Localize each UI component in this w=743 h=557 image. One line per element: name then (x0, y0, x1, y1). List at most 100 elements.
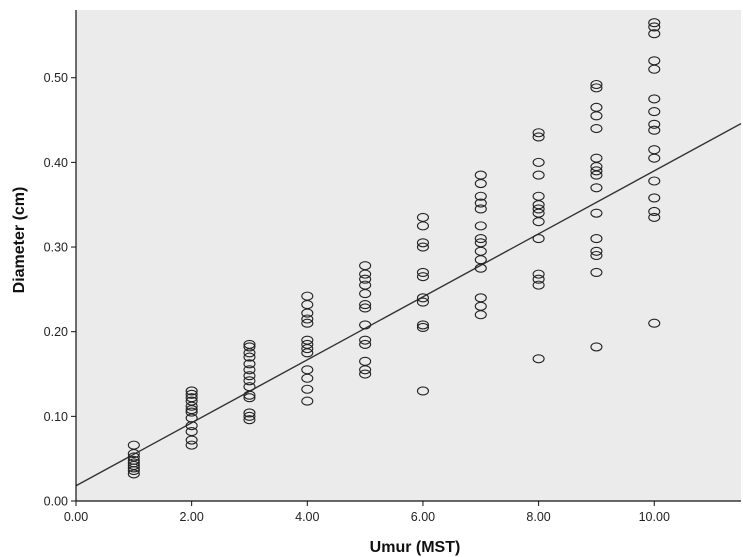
data-point (127, 440, 140, 450)
data-point (532, 170, 545, 180)
regression-line-layer (75, 122, 742, 487)
data-point (532, 191, 545, 201)
data-point (301, 365, 314, 375)
data-point (359, 300, 372, 310)
data-point (648, 119, 661, 129)
data-point (359, 356, 372, 366)
data-point (185, 440, 198, 450)
data-point (359, 280, 372, 290)
x-tick-label: 2.00 (179, 510, 203, 524)
data-point (359, 320, 372, 330)
data-point (416, 272, 430, 282)
x-tick-label: 6.00 (411, 510, 435, 524)
data-point (648, 125, 661, 135)
data-point (474, 238, 487, 248)
data-point (185, 389, 198, 399)
data-point (185, 386, 198, 396)
data-point (359, 261, 372, 271)
data-point (359, 335, 372, 345)
data-point (243, 365, 256, 375)
data-point (532, 269, 545, 279)
data-point (416, 267, 430, 277)
data-point (416, 322, 430, 333)
data-point (590, 102, 603, 112)
data-point (648, 193, 661, 203)
y-tick-label: 0.00 (44, 495, 68, 509)
data-point (648, 94, 661, 104)
data-point (474, 198, 487, 208)
data-point (590, 267, 603, 277)
data-point (590, 153, 603, 163)
x-axis-title: Umur (MST) (370, 539, 461, 556)
data-point (301, 314, 314, 324)
data-point (243, 352, 256, 362)
data-point (185, 393, 198, 403)
data-point (243, 376, 256, 386)
data-point (243, 415, 256, 425)
data-point (359, 369, 372, 379)
data-point (301, 384, 314, 394)
x-tick-label: 4.00 (295, 510, 319, 524)
data-point (648, 145, 661, 155)
data-point (648, 22, 661, 32)
x-tick-label: 8.00 (526, 510, 550, 524)
data-point (532, 204, 545, 214)
data-point (243, 411, 256, 421)
data-point (648, 212, 661, 222)
data-point (243, 359, 256, 369)
data-point (648, 206, 661, 217)
data-point (532, 354, 545, 364)
data-point (532, 132, 545, 142)
data-point (532, 280, 545, 290)
data-point (648, 18, 661, 28)
data-point (185, 407, 198, 417)
x-tick-label: 0.00 (64, 510, 88, 524)
data-point (243, 393, 256, 403)
data-point (127, 455, 140, 465)
data-point (474, 234, 487, 244)
data-point (127, 452, 140, 462)
data-point (243, 342, 256, 352)
data-point (416, 238, 430, 248)
y-tick-label: 0.10 (44, 410, 68, 424)
data-point (532, 157, 545, 167)
data-point (474, 170, 487, 180)
data-point (532, 274, 545, 284)
data-point (474, 204, 487, 214)
data-point (185, 396, 198, 406)
data-point (359, 274, 372, 284)
regression-line (75, 122, 742, 487)
data-point (243, 408, 256, 418)
data-point (359, 303, 372, 313)
data-point (127, 458, 140, 468)
x-axis-ticks: 0.00 2.00 4.00 6.00 8.00 10.00 (64, 501, 670, 524)
y-tick-label: 0.50 (44, 71, 68, 85)
data-point (648, 107, 661, 117)
data-point (590, 79, 603, 90)
data-point (590, 123, 603, 134)
data-points-layer (127, 18, 661, 479)
y-tick-label: 0.20 (44, 325, 68, 339)
data-point (243, 382, 256, 392)
data-point (301, 335, 314, 345)
data-point (243, 339, 256, 349)
data-point (532, 234, 545, 244)
data-point (301, 318, 314, 328)
data-point (416, 297, 430, 307)
data-point (416, 293, 430, 303)
data-point (590, 234, 603, 244)
data-point (474, 293, 487, 303)
y-tick-label: 0.30 (44, 241, 68, 255)
data-point (648, 56, 661, 66)
data-point (301, 291, 314, 301)
data-point (648, 176, 661, 186)
data-point (416, 242, 430, 252)
data-point (590, 342, 603, 352)
y-axis-title: Diameter (cm) (11, 187, 28, 294)
data-point (648, 318, 661, 328)
data-point (590, 183, 603, 193)
data-point (243, 371, 256, 381)
data-point (590, 208, 603, 218)
plot-area (76, 10, 741, 501)
